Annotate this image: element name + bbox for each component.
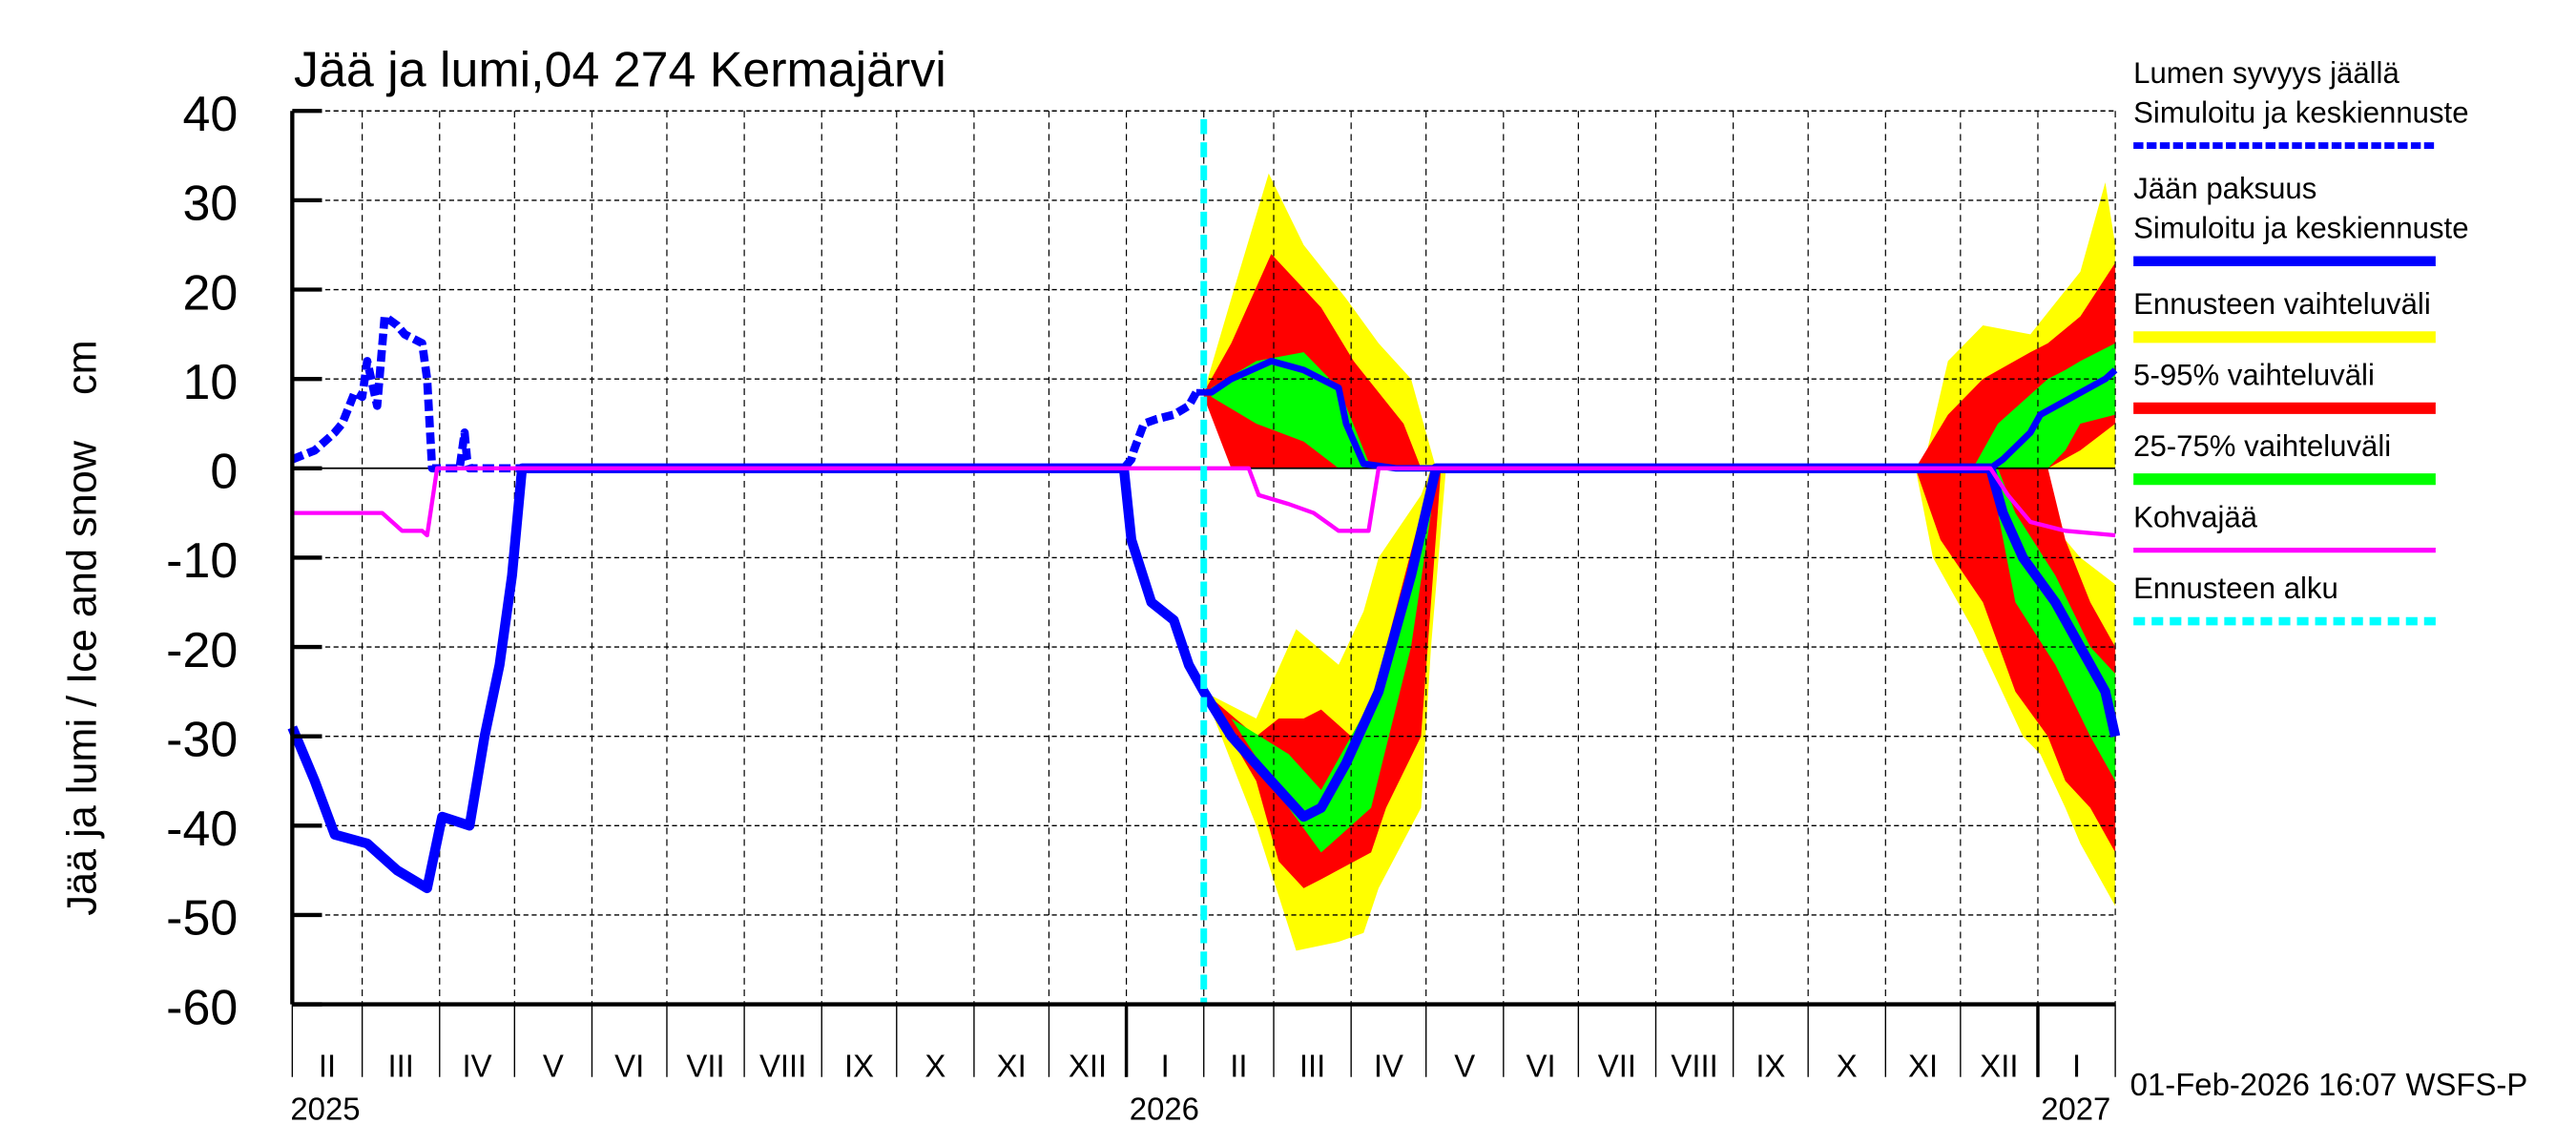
- legend-sublabel-0: Simuloitu ja keskiennuste: [2133, 95, 2468, 129]
- year-label-2: 2027: [2041, 1092, 2110, 1127]
- band-4: [1203, 468, 1442, 888]
- month-label-17: VII: [1598, 1049, 1636, 1084]
- legend: Lumen syvyys jäällä Simuloitu ja keskienn…: [2133, 56, 2469, 626]
- month-label-0: II: [319, 1049, 336, 1084]
- month-label-13: III: [1299, 1049, 1325, 1084]
- series-line-0: [290, 312, 1200, 473]
- band-10: [1915, 468, 2116, 853]
- series-line-3: [292, 466, 2116, 538]
- month-label-8: X: [924, 1049, 945, 1084]
- y-tick-label-10: -60: [166, 980, 238, 1035]
- series-line-2: [287, 463, 2121, 894]
- month-label-3: V: [543, 1049, 564, 1084]
- y-tick-label-1: 30: [182, 177, 238, 232]
- series-line-1: [1195, 357, 2118, 472]
- month-label-6: VIII: [759, 1049, 806, 1084]
- y-tick-label-8: -40: [166, 802, 238, 857]
- legend-label-2: Ennusteen vaihteluväli: [2133, 287, 2431, 321]
- y-tick-label-5: -10: [166, 533, 238, 589]
- year-label-0: 2025: [290, 1092, 360, 1127]
- month-label-1: III: [388, 1049, 414, 1084]
- y-tick-label-2: 20: [182, 265, 238, 321]
- month-label-10: XII: [1069, 1049, 1107, 1084]
- legend-label-5: Kohvajää: [2133, 500, 2258, 533]
- legend-label-6: Ennusteen alku: [2133, 572, 2338, 605]
- month-label-7: IX: [844, 1049, 874, 1084]
- y-tick-label-9: -50: [166, 891, 238, 947]
- month-label-4: VI: [614, 1049, 644, 1084]
- legend-label-3: 5-95% vaihteluväli: [2133, 359, 2375, 392]
- month-label-22: XII: [1980, 1049, 2018, 1084]
- y-tick-label-0: 40: [182, 87, 238, 142]
- month-label-20: X: [1837, 1049, 1858, 1084]
- legend-label-0: Lumen syvyys jäällä: [2133, 56, 2399, 90]
- legend-label-4: 25-75% vaihteluväli: [2133, 429, 2391, 463]
- month-label-19: IX: [1755, 1049, 1785, 1084]
- month-label-11: I: [1161, 1049, 1170, 1084]
- month-label-9: XI: [997, 1049, 1027, 1084]
- y-tick-label-3: 10: [182, 355, 238, 410]
- month-label-15: V: [1454, 1049, 1475, 1084]
- y-tick-label-6: -20: [166, 623, 238, 678]
- legend-label-1: Jään paksuus: [2133, 172, 2316, 205]
- month-label-5: VII: [686, 1049, 724, 1084]
- month-label-23: I: [2072, 1049, 2081, 1084]
- band-5: [1231, 468, 1434, 853]
- month-label-14: IV: [1374, 1049, 1403, 1084]
- month-label-16: VI: [1527, 1049, 1556, 1084]
- chart-title: Jää ja lumi,04 274 Kermajärvi: [294, 42, 946, 97]
- footer-timestamp: 01-Feb-2026 16:07 WSFS-P: [2130, 1067, 2528, 1102]
- legend-sublabel-1: Simuloitu ja keskiennuste: [2133, 212, 2468, 245]
- month-label-18: VIII: [1671, 1049, 1717, 1084]
- series-lines: [287, 118, 2121, 1005]
- y-axis-label: Jää ja lumi / Ice and snow cm: [59, 340, 105, 915]
- month-label-12: II: [1230, 1049, 1247, 1084]
- month-label-21: XI: [1908, 1049, 1938, 1084]
- year-label-1: 2026: [1130, 1092, 1199, 1127]
- y-tick-label-4: 0: [210, 445, 238, 500]
- band-8: [1972, 343, 2116, 468]
- y-tick-label-7: -30: [166, 712, 238, 767]
- month-label-2: IV: [463, 1049, 492, 1084]
- band-3: [1203, 468, 1446, 951]
